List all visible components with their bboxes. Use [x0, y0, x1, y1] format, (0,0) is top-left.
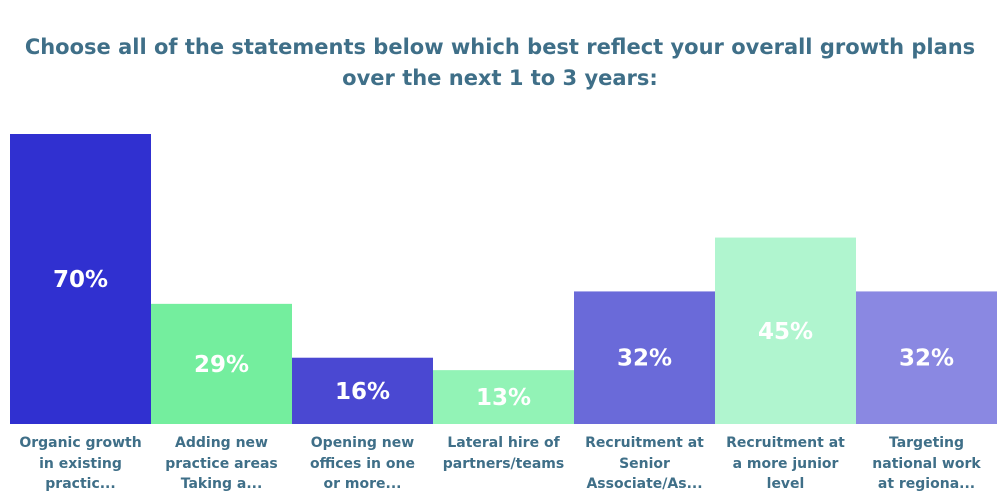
category-label-6: Recruitment at a more junior level	[715, 433, 856, 495]
category-label-line: Adding new	[175, 435, 268, 451]
bar-7	[856, 291, 997, 424]
category-label-5: Recruitment at Senior Associate/As...	[574, 433, 715, 495]
category-label-7: Targeting national work at regiona...	[856, 433, 997, 495]
category-label-line: Targeting	[888, 435, 965, 451]
category-label-4: Lateral hire of partners/teams	[433, 433, 574, 474]
category-label-3: Opening new offices in one or more...	[292, 433, 433, 495]
bar-2	[151, 303, 292, 424]
chart-title-line-1: Choose all of the statements below which…	[24, 35, 976, 59]
bar-5	[574, 291, 715, 424]
category-label-line: Recruitment at	[585, 435, 704, 451]
category-label-line: Opening new	[310, 435, 415, 451]
bar-value-label-2: 29%	[194, 352, 249, 378]
category-label-line: Senior	[619, 455, 670, 472]
category-label-line: partners/teams	[442, 455, 565, 472]
category-label-line: level	[766, 476, 805, 492]
category-label-line: practice areas	[165, 455, 278, 472]
category-label-line: Associate/As...	[586, 476, 703, 492]
category-label-line: or more...	[323, 476, 402, 492]
bar-value-label-7: 32%	[899, 346, 954, 372]
bar-value-label-6: 45%	[758, 319, 813, 345]
category-label-line: Lateral hire of	[447, 435, 560, 451]
chart-title: Choose all of the statements below which…	[0, 32, 1000, 94]
bar-value-label-5: 32%	[617, 346, 672, 372]
bar-value-label-4: 13%	[476, 385, 531, 411]
bar-3	[292, 357, 433, 424]
category-label-2: Adding new practice areas Taking a...	[151, 433, 292, 495]
bar-value-label-3: 16%	[335, 379, 390, 405]
category-label-1: Organic growth in existing practic...	[10, 433, 151, 495]
chart-title-line-2: over the next 1 to 3 years:	[342, 66, 658, 90]
bar-4	[433, 370, 574, 424]
bar-1	[10, 134, 151, 424]
category-label-line: national work	[872, 455, 981, 472]
category-label-line: Recruitment at	[726, 435, 845, 451]
category-label-line: offices in one	[310, 455, 415, 472]
category-label-line: in existing	[39, 455, 122, 472]
category-label-line: at regiona...	[877, 476, 976, 492]
category-label-line: Taking a...	[180, 476, 263, 492]
category-label-line: Organic growth	[19, 435, 142, 451]
category-label-line: practic...	[45, 476, 116, 492]
category-label-line: a more junior	[732, 455, 839, 472]
bar-value-label-1: 70%	[53, 267, 108, 293]
bar-6	[715, 237, 856, 424]
